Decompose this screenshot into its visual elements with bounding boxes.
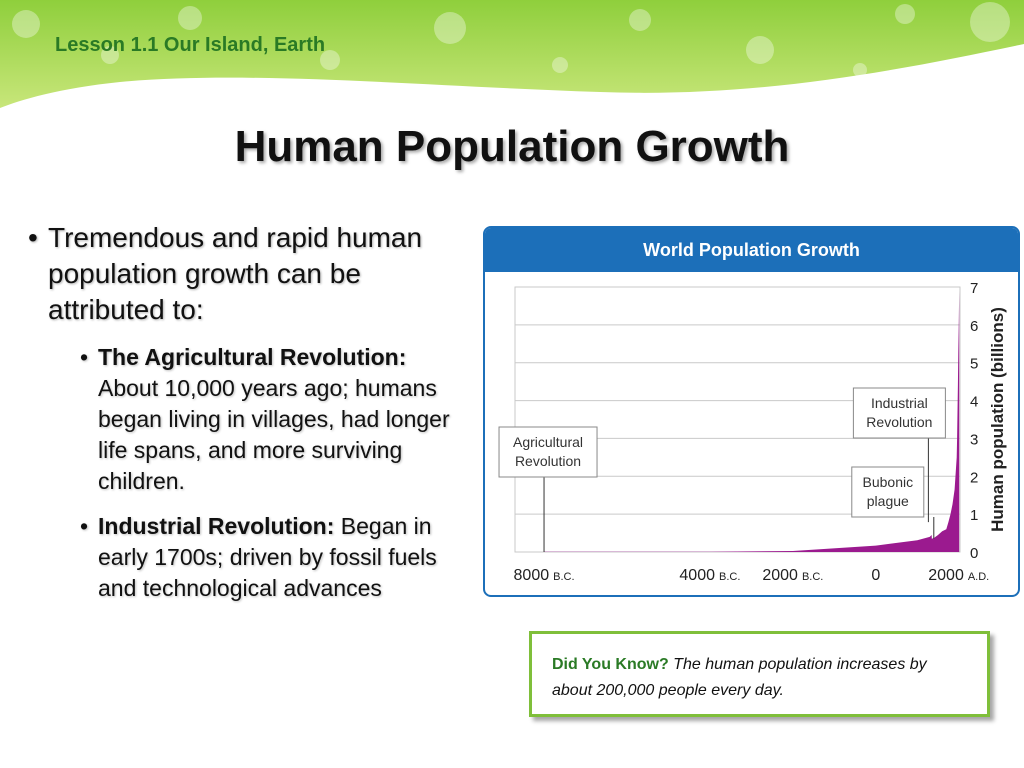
sub-bullet-text: About 10,000 years ago; humans began liv… bbox=[98, 375, 450, 494]
main-bullet: • Tremendous and rapid human population … bbox=[28, 220, 468, 328]
x-tick-label: 0 bbox=[871, 567, 880, 584]
y-tick-label: 6 bbox=[970, 318, 978, 335]
header-banner bbox=[0, 0, 1024, 108]
x-tick-label: 2000 B.C. bbox=[762, 567, 823, 584]
annotation-label: Industrial bbox=[871, 395, 928, 411]
bullet-list: • Tremendous and rapid human population … bbox=[28, 220, 468, 604]
did-you-know-box: Did You Know? The human population incre… bbox=[529, 631, 990, 717]
y-tick-label: 7 bbox=[970, 280, 978, 297]
sub-bullet-agricultural: • The Agricultural Revolution: About 10,… bbox=[80, 342, 468, 497]
chart-plot: 0 1 2 3 4 5 6 7 Agricultural Revolution Industrial… bbox=[498, 280, 1007, 584]
bullet-dot-icon: • bbox=[80, 344, 89, 370]
bullet-dot-icon: • bbox=[28, 222, 38, 253]
y-tick-label: 1 bbox=[970, 507, 978, 524]
chart-title: World Population Growth bbox=[485, 228, 1018, 272]
bullet-dot-icon: • bbox=[80, 513, 89, 539]
annotation-label: plague bbox=[867, 493, 909, 509]
y-tick-label: 3 bbox=[970, 431, 978, 448]
x-tick-label: 4000 B.C. bbox=[679, 567, 740, 584]
population-chart: World Population Growth 0 1 2 3 4 5 6 7 Agricult… bbox=[483, 226, 1020, 597]
sub-bullet-label: The Agricultural Revolution: bbox=[98, 344, 407, 370]
y-tick-label: 0 bbox=[970, 545, 978, 562]
main-bullet-text: Tremendous and rapid human population gr… bbox=[48, 222, 423, 325]
annotation-box bbox=[852, 387, 946, 439]
sub-bullet-label: Industrial Revolution: bbox=[98, 513, 335, 539]
sub-bullet-text: Began in early 1700s; driven by fossil f… bbox=[98, 513, 437, 601]
annotation-label: Revolution bbox=[866, 414, 932, 430]
annotation-box bbox=[498, 426, 598, 478]
annotation-box bbox=[851, 466, 925, 518]
y-tick-label: 2 bbox=[970, 469, 978, 486]
annotation-label: Bubonic bbox=[863, 474, 914, 490]
sub-bullet-industrial: • Industrial Revolution: Began in early … bbox=[80, 511, 468, 604]
sub-bullet-body: The Agricultural Revolution: About 10,00… bbox=[98, 342, 468, 497]
x-tick-label: 8000 B.C. bbox=[514, 567, 575, 584]
y-axis-label: Human population (billions) bbox=[988, 307, 1007, 532]
y-tick-label: 5 bbox=[970, 356, 978, 373]
y-tick-label: 4 bbox=[970, 394, 978, 411]
annotation-label: Agricultural bbox=[513, 434, 583, 450]
annotation-label: Revolution bbox=[515, 453, 581, 469]
x-tick-label: 2000 A.D. bbox=[928, 567, 989, 584]
did-you-know-text: The human population increases by about … bbox=[552, 656, 927, 699]
lesson-label: Lesson 1.1 Our Island, Earth bbox=[55, 34, 326, 56]
did-you-know-label: Did You Know? bbox=[552, 656, 669, 673]
slide-title: Human Population Growth bbox=[234, 122, 790, 171]
sub-bullet-body: Industrial Revolution: Began in early 17… bbox=[98, 511, 468, 604]
